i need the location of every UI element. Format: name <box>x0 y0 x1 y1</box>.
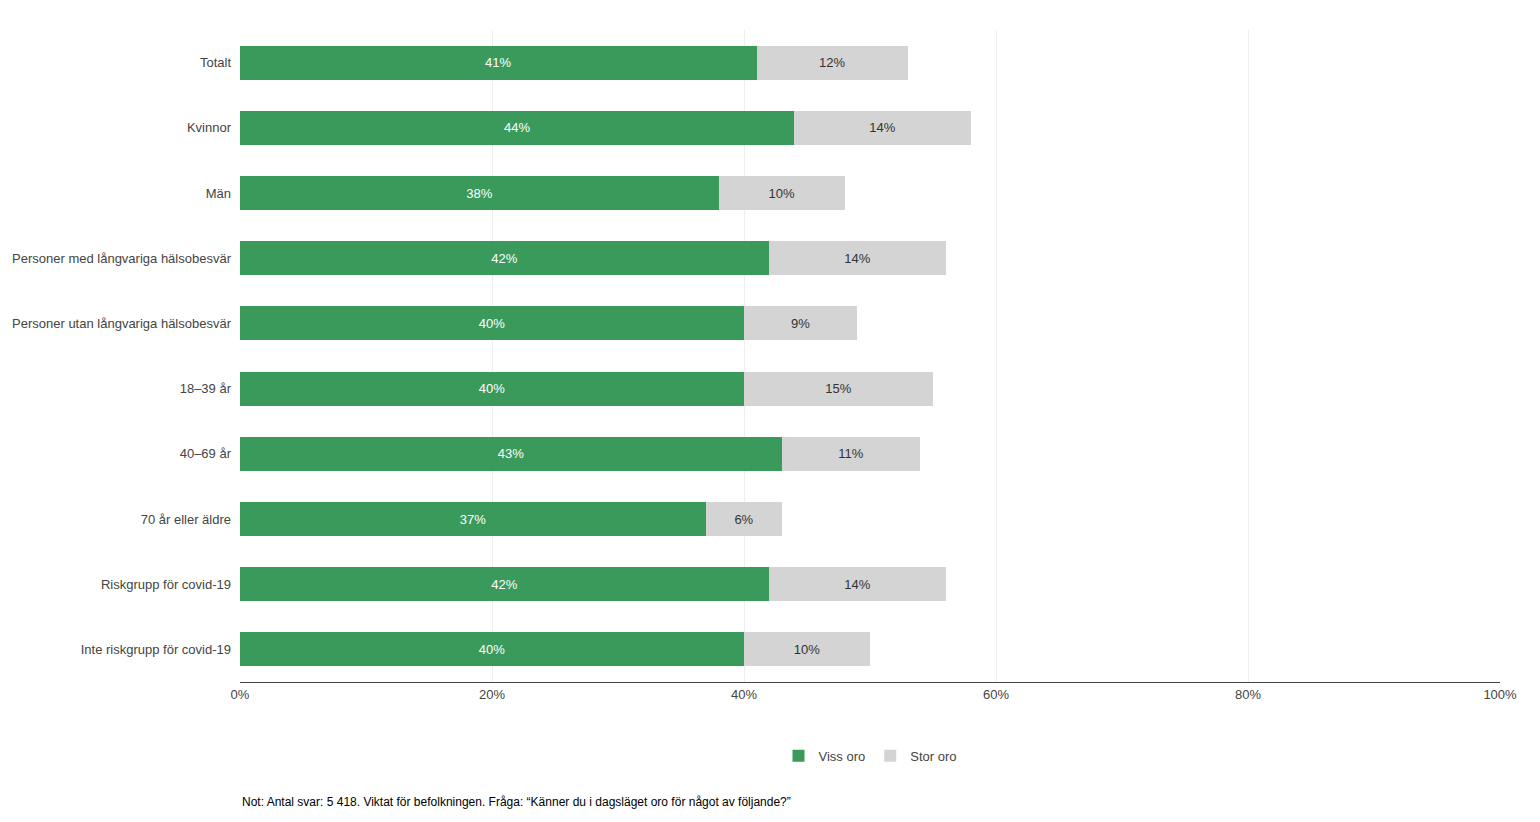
svg-text:Stor oro: Stor oro <box>910 749 956 764</box>
svg-text:15%: 15% <box>825 381 851 396</box>
svg-text:41%: 41% <box>485 55 511 70</box>
svg-text:40%: 40% <box>479 381 505 396</box>
svg-text:9%: 9% <box>791 316 810 331</box>
svg-text:14%: 14% <box>869 120 895 135</box>
svg-text:20%: 20% <box>479 687 505 702</box>
svg-text:100%: 100% <box>1483 687 1517 702</box>
svg-text:37%: 37% <box>460 512 486 527</box>
svg-text:11%: 11% <box>838 446 863 461</box>
svg-text:Personer med långvariga hälsob: Personer med långvariga hälsobesvär <box>12 251 232 266</box>
svg-text:44%: 44% <box>504 120 530 135</box>
svg-text:38%: 38% <box>466 186 492 201</box>
svg-text:Inte riskgrupp för covid-19: Inte riskgrupp för covid-19 <box>81 642 231 657</box>
svg-text:12%: 12% <box>819 55 845 70</box>
svg-text:70 år eller äldre: 70 år eller äldre <box>141 512 231 527</box>
svg-text:0%: 0% <box>231 687 250 702</box>
svg-text:40%: 40% <box>479 316 505 331</box>
svg-text:Riskgrupp för covid-19: Riskgrupp för covid-19 <box>101 577 231 592</box>
svg-text:Kvinnor: Kvinnor <box>187 120 232 135</box>
svg-text:80%: 80% <box>1235 687 1261 702</box>
svg-text:Personer utan långvariga hälso: Personer utan långvariga hälsobesvär <box>12 316 232 331</box>
svg-text:10%: 10% <box>769 186 795 201</box>
svg-text:Män: Män <box>206 186 231 201</box>
svg-text:6%: 6% <box>734 512 753 527</box>
svg-text:43%: 43% <box>498 446 524 461</box>
svg-text:Not: Antal svar: 5 418. Viktat: Not: Antal svar: 5 418. Viktat för befol… <box>242 795 791 809</box>
svg-text:Viss oro: Viss oro <box>819 749 866 764</box>
svg-text:18–39 år: 18–39 år <box>180 381 232 396</box>
svg-text:Totalt: Totalt <box>200 55 231 70</box>
svg-text:14%: 14% <box>844 251 870 266</box>
svg-text:40%: 40% <box>479 642 505 657</box>
svg-text:10%: 10% <box>794 642 820 657</box>
svg-text:40%: 40% <box>731 687 757 702</box>
svg-text:42%: 42% <box>491 251 517 266</box>
svg-text:42%: 42% <box>491 577 517 592</box>
svg-text:14%: 14% <box>844 577 870 592</box>
svg-text:60%: 60% <box>983 687 1009 702</box>
svg-text:40–69 år: 40–69 år <box>180 446 232 461</box>
